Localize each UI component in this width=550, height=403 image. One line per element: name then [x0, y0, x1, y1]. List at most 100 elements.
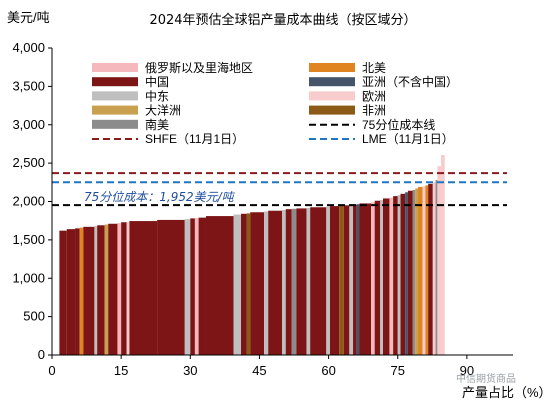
bar-china	[374, 200, 381, 355]
legend-swatch-africa	[309, 105, 355, 115]
p75-annotation: 75分位成本：1,952美元/吨	[84, 190, 236, 204]
x-tick-label: 90	[460, 363, 474, 378]
bar-china	[296, 208, 307, 355]
bar-asia	[356, 204, 360, 355]
bar-china	[250, 212, 265, 355]
bar-africa	[339, 205, 344, 355]
bar-oceania	[104, 224, 109, 355]
bar-middle_east	[184, 219, 191, 355]
bar-china	[75, 228, 80, 355]
bar-russia	[389, 197, 394, 355]
bar-china	[329, 206, 340, 355]
bar-middle_east	[380, 199, 383, 355]
bar-middle_east	[233, 214, 242, 355]
x-tick-label: 30	[183, 363, 197, 378]
y-tick-label: 2,000	[12, 194, 45, 209]
axes-group: 0 500 1,000 1,500 2,000 2,500 3,000 3,500 4,000 0…	[12, 40, 513, 378]
legend-label-russia: 俄罗斯以及里海地区	[145, 60, 253, 75]
bar-north_america	[425, 185, 429, 355]
legend-swatch-north_america	[309, 63, 355, 72]
bar-russia	[371, 202, 375, 355]
bar-china	[198, 217, 206, 355]
y-tick-label: 1,000	[12, 270, 45, 285]
bar-middle_east	[397, 194, 401, 355]
bar-china	[59, 230, 67, 355]
bar-oceania	[415, 188, 419, 355]
legend-label-oceania: 大洋洲	[145, 103, 181, 118]
bar-china	[353, 204, 357, 355]
bar-china	[285, 209, 292, 355]
bar-china	[108, 223, 118, 355]
legend-label-china: 中国	[145, 74, 169, 89]
bar-europe	[422, 186, 426, 355]
bar-middle_east	[306, 208, 311, 355]
x-tick-label: 15	[114, 363, 128, 378]
bar-china	[190, 218, 195, 355]
x-tick-label: 0	[48, 363, 55, 378]
legend-label-middle_east: 中东	[145, 88, 169, 103]
bar-africa	[246, 213, 251, 355]
y-tick-label: 3,500	[12, 78, 45, 93]
bar-russia	[194, 218, 199, 355]
bar-china	[359, 203, 372, 355]
bar-china	[157, 219, 185, 355]
bar-china	[400, 193, 406, 355]
bar-middle_east	[282, 209, 286, 355]
reference-lines-group	[52, 172, 507, 207]
legend-swatch-oceania	[92, 105, 138, 115]
x-tick-label: 75	[391, 363, 405, 378]
bar-china	[310, 207, 327, 355]
bar-china	[241, 213, 247, 355]
bar-south_america	[435, 180, 438, 355]
bar-asia	[405, 192, 408, 355]
x-axis-label: 产量占比（%）	[462, 385, 550, 400]
legend-label-shfe: SHFE（11月1日）	[145, 132, 244, 146]
bar-china	[343, 205, 350, 355]
bar-china	[83, 226, 95, 355]
bar-europe	[441, 97, 445, 356]
bar-china	[129, 221, 158, 355]
legend-swatch-south_america	[92, 119, 138, 129]
legend-label-south_america: 南美	[145, 117, 169, 132]
y-tick-label: 1,500	[12, 232, 45, 247]
bar-europe	[432, 182, 436, 355]
bar-china	[428, 183, 433, 355]
bar-middle_east	[326, 206, 330, 355]
legend-label-asia: 亚洲（不含中国）	[362, 74, 458, 89]
bar-china	[393, 196, 398, 355]
bar-china	[407, 190, 413, 355]
bar-russia	[117, 222, 122, 355]
y-tick-label: 2,500	[12, 155, 45, 170]
legend-label-lme: LME（11月1日）	[362, 132, 454, 146]
y-tick-label: 3,000	[12, 117, 45, 132]
legend-swatch-china	[92, 77, 138, 87]
chart-title: 2024年预估全球铝产量成本曲线（按区域分）	[149, 12, 416, 28]
bar-north_america	[418, 186, 423, 355]
bar-south_america	[291, 208, 297, 355]
bar-south_america	[412, 189, 416, 355]
bar-middle_east	[349, 204, 354, 355]
x-tick-label: 60	[321, 363, 335, 378]
bar-europe	[126, 221, 130, 355]
bar-middle_east	[264, 211, 269, 355]
bar-north_america	[79, 227, 84, 355]
legend-swatch-russia	[92, 63, 138, 72]
bar-europe	[437, 166, 442, 355]
bar-china	[383, 198, 390, 355]
watermark-text: 中信期货商品	[456, 372, 516, 385]
legend-label-europe: 欧洲	[362, 89, 386, 103]
bar-china	[205, 216, 234, 355]
legend-label-p75: 75分位成本线	[362, 117, 435, 132]
legend-swatch-asia	[309, 77, 355, 87]
y-tick-label: 500	[23, 309, 45, 324]
legend-swatch-middle_east	[92, 91, 138, 101]
bar-china	[121, 222, 127, 355]
bar-china	[66, 229, 76, 355]
y-tick-label: 0	[38, 347, 45, 362]
x-tick-label: 45	[252, 363, 266, 378]
legend-swatch-europe	[309, 91, 355, 101]
bar-china	[97, 225, 105, 355]
y-axis-label: 美元/吨	[7, 10, 50, 25]
